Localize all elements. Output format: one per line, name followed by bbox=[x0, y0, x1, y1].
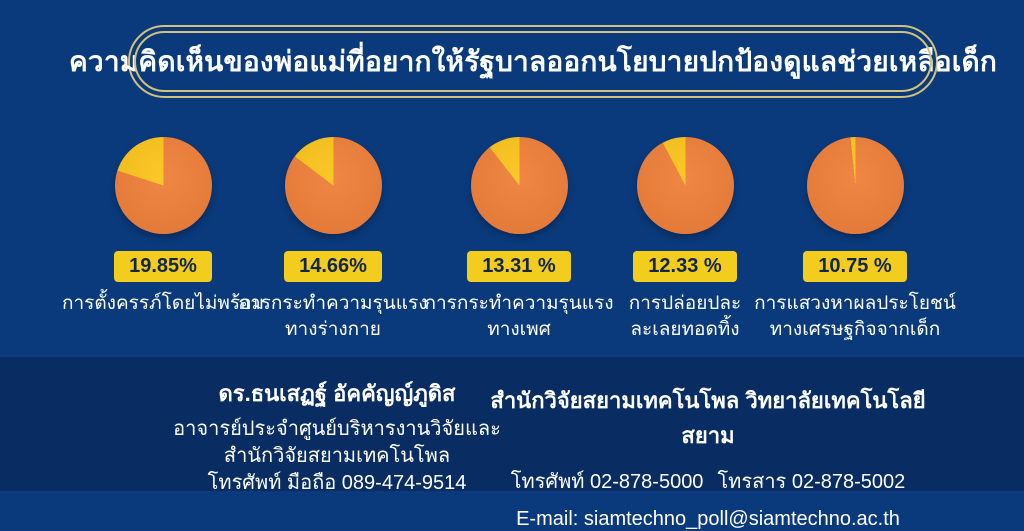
pie-chart bbox=[284, 137, 382, 234]
pie-caption: การกระทำความรุนแรง ทางร่างกาย bbox=[239, 291, 428, 342]
percentage-badge: 10.75 % bbox=[803, 251, 907, 282]
pie-caption-line: การกระทำความรุนแรง bbox=[238, 293, 428, 314]
title-banner: ความคิดเห็นของพ่อแม่ที่อยากให้รัฐบาลออกน… bbox=[69, 25, 997, 98]
pie-caption-line: การกระทำความรุนแรง bbox=[424, 293, 614, 314]
footer-researcher-block: ดร.ธนเสฏฐ์ อัคคัญญ์ภูดิส อาจารย์ประจำศูน… bbox=[137, 376, 537, 496]
pie-caption: การกระทำความรุนแรง ทางเพศ bbox=[425, 291, 614, 342]
pie-caption-line: ทางร่างกาย bbox=[285, 318, 381, 340]
pie-chart bbox=[806, 137, 904, 234]
page-title: ความคิดเห็นของพ่อแม่ที่อยากให้รัฐบาลออกน… bbox=[68, 45, 998, 77]
organization-phone: โทรศัพท์ 02-878-5000 bbox=[510, 471, 704, 493]
pie-column-neglect: 12.33 % การปล่อยปละ ละเลยทอดทิ้ง bbox=[585, 137, 785, 342]
organization-name: สำนักวิจัยสยามเทคโนโพล วิทยาลัยเทคโนโลยี… bbox=[490, 388, 926, 448]
pie-caption-line: ละเลยทอดทิ้ง bbox=[630, 318, 740, 340]
organization-fax: โทรสาร 02-878-5002 bbox=[717, 471, 906, 493]
percentage-badge: 19.85% bbox=[114, 251, 212, 282]
pie-chart bbox=[114, 137, 212, 234]
researcher-phone: โทรศัพท์ มือถือ 089-474-9514 bbox=[207, 471, 467, 494]
pie-caption-line: ทางเศรษฐกิจจากเด็ก bbox=[769, 318, 941, 340]
pie-caption: การแสวงหาผลประโยชน์ ทางเศรษฐกิจจากเด็ก bbox=[754, 291, 956, 342]
pie-column-physical-violence: 14.66% การกระทำความรุนแรง ทางร่างกาย bbox=[233, 137, 433, 342]
pie-column-sexual-violence: 13.31 % การกระทำความรุนแรง ทางเพศ bbox=[419, 137, 619, 342]
pie-caption-line: ทางเพศ bbox=[487, 318, 551, 340]
researcher-name: ดร.ธนเสฏฐ์ อัคคัญญ์ภูดิส bbox=[218, 381, 456, 406]
organization-contact: โทรศัพท์ 02-878-5000 โทรสาร 02-878-5002 bbox=[483, 465, 933, 497]
pie-caption: การตั้งครรภ์โดยไม่พร้อม bbox=[62, 291, 264, 317]
footer-organization-block: สำนักวิจัยสยามเทคโนโพล วิทยาลัยเทคโนโลยี… bbox=[483, 383, 933, 531]
pie-caption-line: การตั้งครรภ์โดยไม่พร้อม bbox=[61, 293, 265, 314]
percentage-badge: 12.33 % bbox=[633, 251, 737, 282]
percentage-badge: 14.66% bbox=[284, 251, 382, 282]
researcher-org: สำนักวิจัยสยามเทคโนโพล bbox=[223, 444, 451, 467]
pie-chart bbox=[636, 137, 734, 234]
pie-caption-line: การแสวงหาผลประโยชน์ bbox=[754, 293, 956, 314]
pie-column-economic-exploitation: 10.75 % การแสวงหาผลประโยชน์ ทางเศรษฐกิจจ… bbox=[754, 137, 956, 342]
pie-caption: การปล่อยปละ ละเลยทอดทิ้ง bbox=[629, 291, 742, 342]
researcher-role: อาจารย์ประจำศูนย์บริหารงานวิจัยและ bbox=[173, 418, 501, 440]
percentage-badge: 13.31 % bbox=[467, 251, 571, 282]
pie-column-unplanned-pregnancy: 19.85% การตั้งครรภ์โดยไม่พร้อม bbox=[62, 137, 264, 317]
footer-band: ดร.ธนเสฏฐ์ อัคคัญญ์ภูดิส อาจารย์ประจำศูน… bbox=[0, 357, 1024, 530]
pie-chart bbox=[470, 137, 568, 234]
organization-email: E-mail: siamtechno_poll@siamtechno.ac.th bbox=[516, 508, 900, 530]
pie-caption-line: การปล่อยปละ bbox=[628, 293, 742, 314]
